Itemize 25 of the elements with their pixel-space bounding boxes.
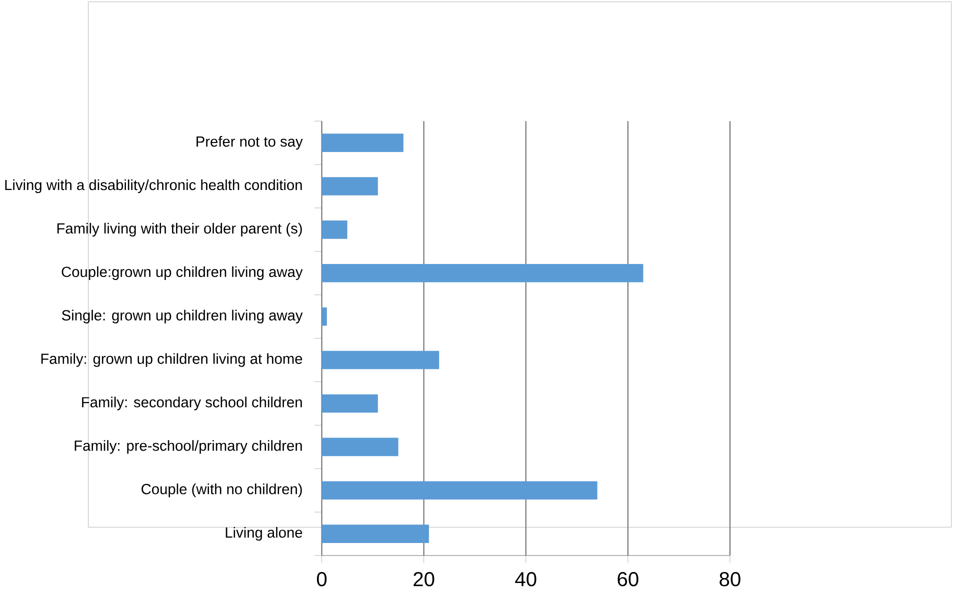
x-tick-label: 40	[515, 572, 536, 586]
y-tick-label: Family: secondary school children	[82, 396, 302, 410]
y-tick-label: Single: grown up children living away	[62, 310, 303, 324]
y-tick-label: Living alone	[226, 526, 302, 540]
x-tick-label: 60	[618, 572, 638, 586]
bar	[322, 176, 378, 196]
y-tick-label: Family: pre-school/primary children	[74, 440, 302, 454]
x-tick-label: 80	[720, 572, 740, 586]
bar	[322, 524, 429, 543]
bar	[322, 438, 398, 456]
bar	[322, 350, 440, 370]
bar	[322, 133, 404, 152]
y-tick-label: Living with a disability/chronic health condition	[5, 179, 302, 193]
x-tick-label: 20	[414, 572, 434, 586]
x-tick-label: 0	[316, 572, 327, 586]
y-tick-label: Family living with their older parent (s)	[57, 222, 302, 236]
y-tick-label: Prefer not to say	[196, 136, 303, 150]
y-tick-label: Couple (with no children)	[142, 483, 302, 498]
bar	[322, 307, 327, 326]
y-tick-label: Couple:grown up children living away	[62, 266, 303, 280]
bar	[322, 394, 378, 412]
bar	[322, 264, 644, 282]
y-tick-label: Family: grown up children living at home	[41, 353, 302, 367]
bar	[322, 220, 348, 239]
bar	[322, 481, 598, 500]
